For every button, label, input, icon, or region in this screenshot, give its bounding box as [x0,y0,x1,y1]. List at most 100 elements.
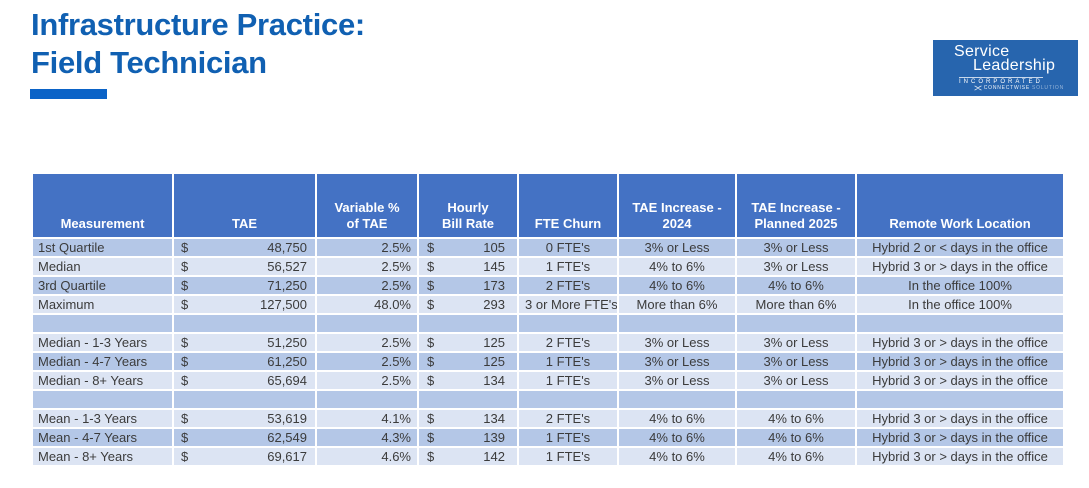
table-cell: $56,527 [172,256,317,277]
table-cell: $134 [417,370,519,391]
table-cell: 4% to 6% [617,256,737,277]
table-cell [735,389,857,410]
table-cell: 3% or Less [617,351,737,372]
connectwise-logo-icon [974,85,982,91]
currency-cell: $125 [420,354,516,369]
page-title-line1: Infrastructure Practice: [31,7,365,42]
table-cell: 3% or Less [735,332,857,353]
table-cell: 0 FTE's [517,237,619,258]
table-body: 1st Quartile $48,750 2.5% $105 0 FTE's 3% or … [31,237,1065,467]
table-cell: $142 [417,446,519,467]
table-row: Mean - 8+ Years $69,617 4.6% $142 1 FTE's 4% … [31,446,1065,467]
table-cell: Hybrid 3 or > days in the office [855,332,1065,353]
currency-symbol: $ [427,297,435,312]
table-cell: 4% to 6% [617,408,737,429]
column-header-hourly-bill-rate: Hourly Bill Rate [417,172,519,239]
table-cell: 48.0% [315,294,419,315]
table-cell: More than 6% [735,294,857,315]
table-cell: $173 [417,275,519,296]
currency-value: 65,694 [267,373,307,388]
table-cell: In the office 100% [855,275,1065,296]
connectwise-label: CONNECTWISE [983,85,1031,91]
table-cell: Hybrid 3 or > days in the office [855,351,1065,372]
currency-symbol: $ [181,449,189,464]
column-header-fte-churn: FTE Churn [517,172,619,239]
table-cell [855,313,1065,334]
currency-cell: $105 [420,240,516,255]
table-row: 3rd Quartile $71,250 2.5% $173 2 FTE's 4% to … [31,275,1065,296]
table-cell: $71,250 [172,275,317,296]
currency-cell: $71,250 [175,278,314,293]
connectwise-tagline: CONNECTWISE SOLUTION [974,85,1064,91]
table-row: Median - 8+ Years $65,694 2.5% $134 1 FTE's 3… [31,370,1065,391]
currency-value: 51,250 [267,335,307,350]
table-cell [855,389,1065,410]
currency-value: 127,500 [260,297,307,312]
table-row: 1st Quartile $48,750 2.5% $105 0 FTE's 3% or … [31,237,1065,258]
currency-cell: $125 [420,335,516,350]
table-cell: 2.5% [315,237,419,258]
currency-symbol: $ [427,449,435,464]
currency-symbol: $ [427,354,435,369]
currency-value: 53,619 [267,411,307,426]
currency-value: 134 [483,411,505,426]
table-row: Median $56,527 2.5% $145 1 FTE's 4% to 6% 3% o… [31,256,1065,277]
currency-symbol: $ [181,430,189,445]
currency-symbol: $ [427,278,435,293]
currency-symbol: $ [427,430,435,445]
table-spacer-row [31,313,1065,334]
table-cell: 1 FTE's [517,427,619,448]
currency-symbol: $ [181,259,189,274]
logo-word-service: Service [954,43,1010,60]
table-cell [315,389,419,410]
page-title-line2: Field Technician [31,45,267,80]
currency-symbol: $ [427,259,435,274]
table-header: Measurement TAE Variable % of TAE Hourly Bi… [31,172,1065,239]
currency-value: 293 [483,297,505,312]
table-cell: Hybrid 3 or > days in the office [855,256,1065,277]
currency-symbol: $ [427,411,435,426]
table-spacer-row [31,389,1065,410]
column-header-tae: TAE [172,172,317,239]
column-header-remote-work-location: Remote Work Location [855,172,1065,239]
currency-value: 125 [483,335,505,350]
currency-cell: $145 [420,259,516,274]
table-cell [617,313,737,334]
currency-symbol: $ [181,373,189,388]
table-cell: 2 FTE's [517,408,619,429]
column-header-tae-increase-2024: TAE Increase - 2024 [617,172,737,239]
currency-value: 48,750 [267,240,307,255]
table-cell: 4% to 6% [735,427,857,448]
table-row: Median - 4-7 Years $61,250 2.5% $125 1 FTE's… [31,351,1065,372]
currency-symbol: $ [427,373,435,388]
table-cell: $293 [417,294,519,315]
currency-cell: $142 [420,449,516,464]
table-cell: 4% to 6% [617,275,737,296]
table-cell: 2.5% [315,351,419,372]
table-cell: $134 [417,408,519,429]
table-cell: 4% to 6% [735,275,857,296]
currency-cell: $139 [420,430,516,445]
table-cell: 1 FTE's [517,351,619,372]
table-cell: Hybrid 3 or > days in the office [855,446,1065,467]
table-cell: Mean - 4-7 Years [31,427,174,448]
currency-cell: $134 [420,373,516,388]
table-cell: 4.1% [315,408,419,429]
currency-value: 125 [483,354,505,369]
table-cell [417,313,519,334]
currency-symbol: $ [181,411,189,426]
table-cell: Maximum [31,294,174,315]
currency-cell: $61,250 [175,354,314,369]
table-cell: 3% or Less [617,332,737,353]
currency-cell: $69,617 [175,449,314,464]
table-cell: $125 [417,351,519,372]
table-cell: 2 FTE's [517,275,619,296]
table-cell: $62,549 [172,427,317,448]
table-cell: 3% or Less [735,370,857,391]
table-cell: 4% to 6% [735,408,857,429]
currency-symbol: $ [427,335,435,350]
table-cell: 3rd Quartile [31,275,174,296]
table-cell: Mean - 8+ Years [31,446,174,467]
currency-symbol: $ [181,335,189,350]
